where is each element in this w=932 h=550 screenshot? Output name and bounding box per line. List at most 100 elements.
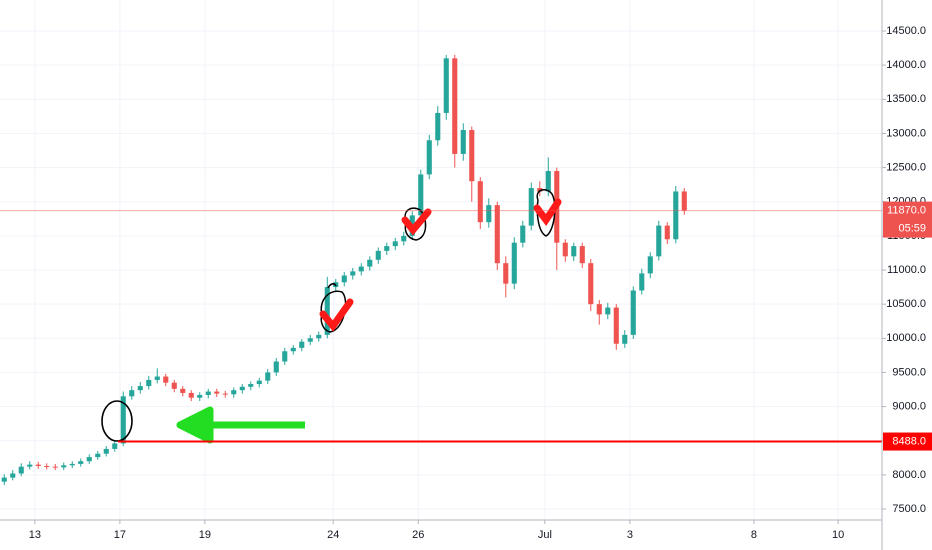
candle-body [273,361,279,373]
x-tick-label: 17 [114,529,126,541]
candle-body [673,191,679,240]
candle-body [545,170,551,192]
candle-body [44,465,50,467]
arrow-drawing [176,406,305,444]
candle-body [86,457,92,462]
x-tick-label: 10 [832,529,844,541]
candle-body [231,390,237,395]
candle-body [154,376,160,380]
y-tick-label: 14500.0 [886,25,926,37]
candle-body [197,394,203,398]
y-tick-label: 13000.0 [886,127,926,139]
check-drawing [319,298,354,332]
circle-drawing [404,207,427,241]
candle-body [469,130,475,182]
candle-body [452,58,458,154]
candle-body [299,341,305,348]
candle-body [460,130,466,154]
candle-body [265,372,271,381]
candle-body [350,271,356,276]
candle-body [384,246,390,251]
y-tick-label: 10500.0 [886,298,926,310]
candle-body [180,388,186,393]
candle-body [520,225,526,243]
candle-body [10,473,16,478]
candle-body [656,225,662,257]
candle-body [443,58,449,113]
candle-body [579,246,585,264]
x-tick-label: 24 [327,529,339,541]
candle-body [61,465,67,468]
candle-body [163,376,169,383]
candle-body [35,464,41,466]
candle-body [205,391,211,395]
candle-body [129,390,135,397]
candle-body [69,463,75,466]
x-tick-label: Jul [538,529,552,541]
candle-body [613,307,619,344]
candle-body [341,275,347,283]
candle-body [188,392,194,398]
candle-body [630,290,636,335]
circle-drawing [536,189,556,237]
candle-body [316,334,322,339]
candle-body [418,174,424,216]
candle-body [486,205,492,223]
overlay [0,210,882,443]
x-tick-label: 19 [199,529,211,541]
y-tick-label: 9000.0 [892,400,926,412]
candle-body [664,225,670,240]
y-tick-label: 13500.0 [886,93,926,105]
candle-body [639,273,645,291]
annotations [101,189,562,444]
last-price-label: 11870.0 [887,205,926,217]
candle-body [290,347,296,352]
candle-body [426,140,432,175]
candle-body [137,386,143,391]
circle-drawing [101,400,133,442]
candle-body [588,263,594,305]
candle-body [367,259,373,267]
candle-body [78,461,84,464]
check-drawing [401,208,432,236]
candle-body [95,453,101,458]
candle-body [222,393,228,395]
candle-body [494,205,500,264]
y-tick-label: 10000.0 [886,332,926,344]
candle-body [571,246,577,257]
candle-body [511,242,517,284]
candle-body [214,391,220,394]
grid [0,0,882,520]
y-tick-label: 8000.0 [892,469,926,481]
x-tick-label: 3 [627,529,633,541]
candle-body [146,379,152,387]
price-label: 8488.0 [892,435,926,447]
candle-body [52,466,58,468]
candle-body [248,384,254,387]
candle-body [282,351,288,362]
y-tick-label: 9500.0 [892,366,926,378]
candle-body [256,380,262,385]
candle-body [401,235,407,242]
candle-body [503,263,509,284]
candle-body [112,443,118,449]
candle-body [1,477,7,482]
candle-body [435,112,441,141]
candle-body [622,334,628,344]
candle-body [562,242,568,257]
candle-body [647,256,653,274]
candle-body [477,181,483,223]
candle-body [375,250,381,260]
price-label-box [883,432,932,451]
candle-body [596,304,602,315]
x-tick-label: 13 [29,529,41,541]
candle-body [307,338,313,342]
x-tick-label: 8 [751,529,757,541]
axes: 7500.08000.08500.09000.09500.010000.0105… [29,25,932,541]
candle-body [681,191,687,211]
candle-body [239,386,245,391]
candle-body [358,266,364,272]
y-tick-label: 12500.0 [886,161,926,173]
